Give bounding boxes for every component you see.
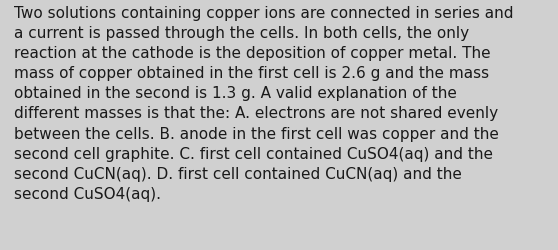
Text: Two solutions containing copper ions are connected in series and
a current is pa: Two solutions containing copper ions are… — [14, 6, 513, 201]
